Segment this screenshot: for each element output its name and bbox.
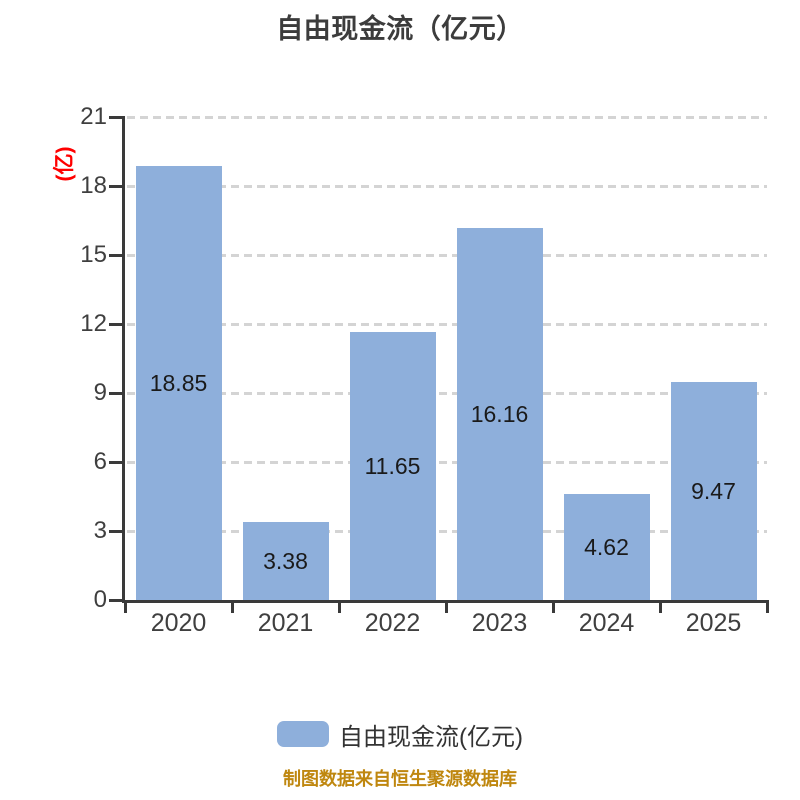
x-axis-tick	[551, 600, 555, 613]
bar-value-label: 3.38	[263, 548, 308, 575]
legend-swatch	[277, 721, 329, 747]
bar	[670, 382, 757, 600]
y-axis-tick	[109, 529, 125, 533]
gridline	[127, 184, 767, 188]
gridline	[127, 529, 767, 533]
y-axis-tick	[109, 391, 125, 395]
x-axis-tick	[444, 600, 448, 613]
bar-value-label: 11.65	[364, 453, 421, 480]
x-axis-tick	[337, 600, 341, 613]
plot-area: 0 3 6 9 12 15 18 21 2020 2021 2022 2023 2024 2025 18.8…	[80, 103, 769, 637]
x-axis-tick	[230, 600, 234, 613]
bar	[242, 522, 329, 600]
y-tick-label: 21	[80, 103, 107, 130]
y-tick-label: 3	[93, 517, 107, 544]
bar-value-label: 4.62	[584, 533, 629, 560]
gridline	[127, 115, 767, 119]
y-tick-label: 15	[80, 241, 107, 268]
legend-label: 自由现金流(亿元)	[339, 723, 523, 751]
x-axis-tick	[123, 600, 127, 613]
bar	[135, 166, 222, 600]
y-axis-tick	[109, 115, 125, 119]
data-source-note: 制图数据来自恒生聚源数据库	[283, 769, 517, 789]
y-axis-tick	[109, 460, 125, 464]
x-axis-tick	[765, 600, 769, 613]
y-tick-label: 12	[80, 310, 107, 337]
gridline	[127, 322, 767, 326]
x-tick-label: 2022	[364, 609, 421, 637]
x-tick-label: 2023	[471, 609, 528, 637]
chart-title: 自由现金流（亿元）	[276, 14, 524, 44]
x-tick-label: 2024	[578, 609, 635, 637]
gridline	[127, 391, 767, 395]
bar	[563, 493, 650, 600]
bar	[456, 228, 543, 600]
x-axis-tick	[658, 600, 662, 613]
y-axis-tick	[109, 184, 125, 188]
x-tick-label: 2020	[150, 609, 207, 637]
y-tick-label: 18	[80, 172, 107, 199]
y-axis-tick	[109, 253, 125, 257]
bar-value-label: 16.16	[470, 401, 529, 428]
y-tick-label: 6	[93, 448, 107, 475]
y-axis-tick	[109, 322, 125, 326]
bar-value-label: 9.47	[691, 478, 736, 505]
y-tick-label: 9	[93, 379, 107, 406]
bar-value-label: 18.85	[149, 370, 208, 397]
gridline	[127, 460, 767, 464]
bar	[349, 332, 436, 600]
y-axis-tick	[109, 598, 125, 602]
x-tick-label: 2021	[257, 609, 314, 637]
legend: 自由现金流(亿元)	[0, 716, 800, 752]
legend-item[interactable]: 自由现金流(亿元)	[277, 717, 523, 752]
x-tick-label: 2025	[685, 609, 742, 637]
gridline	[127, 253, 767, 257]
y-tick-label: 0	[93, 586, 107, 613]
